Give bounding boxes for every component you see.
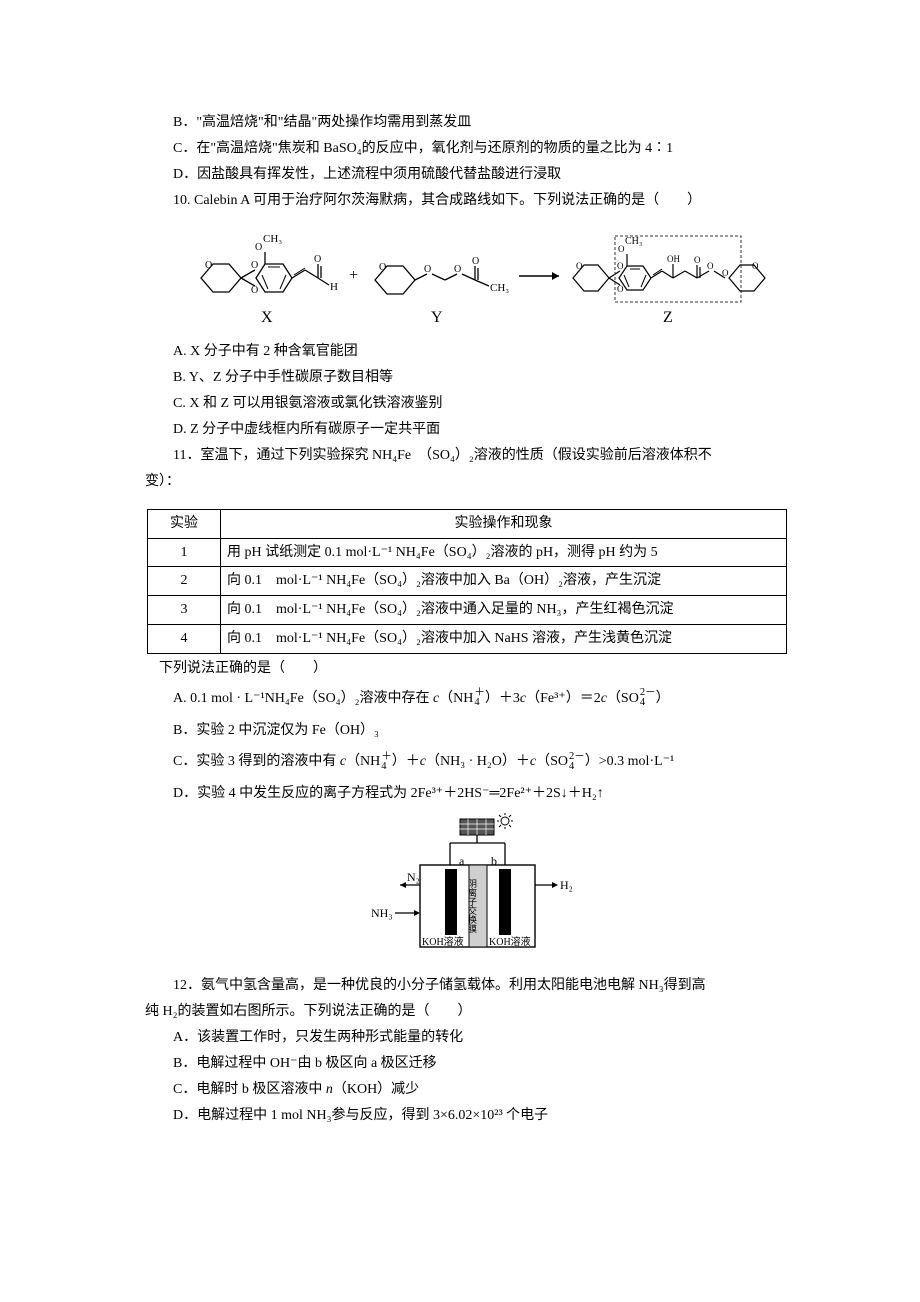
q11-stem-line1: 11．室温下，通过下列实验探究 NH₄Fe （SO₄）₂溶液的性质（假设实验前后… xyxy=(145,443,810,469)
table-cell: 向 0.1 mol·L⁻¹ NH₄Fe（SO₄）₂溶液中通入足量的 NH₃，产生… xyxy=(221,596,787,625)
svg-text:阴离子交换膜: 阴离子交换膜 xyxy=(467,879,477,934)
svg-text:b: b xyxy=(491,854,497,868)
q12-figure: 阴离子交换膜 a b N₂ NH₃ H₂ xyxy=(145,813,810,973)
svg-text:O: O xyxy=(314,254,321,265)
reaction-svg: O O O O CH₃ xyxy=(183,220,773,328)
table-cell: 3 xyxy=(148,596,221,625)
svg-text:NH₃: NH₃ xyxy=(371,906,393,920)
text: （KOH）减少 xyxy=(333,1082,419,1097)
q11-experiment-table: 实验 实验操作和现象 1 用 pH 试纸测定 0.1 mol·L⁻¹ NH₄Fe… xyxy=(147,509,787,654)
svg-text:O: O xyxy=(424,264,431,275)
text: ）>0.3 mol·L⁻¹ xyxy=(585,754,674,769)
q12-option-c: C．电解时 b 极区溶液中 n（KOH）减少 xyxy=(145,1077,810,1103)
table-row: 4 向 0.1 mol·L⁻¹ NH₄Fe（SO₄）₂溶液中加入 NaHS 溶液… xyxy=(148,624,787,653)
svg-text:O: O xyxy=(472,256,479,267)
text: （Fe³⁺）＝2 xyxy=(526,691,601,706)
electrolysis-svg: 阴离子交换膜 a b N₂ NH₃ H₂ xyxy=(365,813,590,963)
q12-stem-line2: 纯 H₂的装置如右图所示。下列说法正确的是（ ） xyxy=(145,999,810,1025)
svg-text:O: O xyxy=(722,268,729,278)
q11-stem-line2: 变）： xyxy=(145,469,810,495)
nh3-arrow-icon xyxy=(395,910,420,916)
table-cell: 1 xyxy=(148,538,221,567)
svg-text:H₂: H₂ xyxy=(560,878,573,892)
text: A. 0.1 mol · L⁻¹NH₄Fe（SO₄）₂溶液中存在 xyxy=(173,691,433,706)
table-row: 3 向 0.1 mol·L⁻¹ NH₄Fe（SO₄）₂溶液中通入足量的 NH₃，… xyxy=(148,596,787,625)
svg-text:CH₃: CH₃ xyxy=(263,233,282,245)
sun-icon xyxy=(497,813,513,829)
svg-text:O: O xyxy=(752,261,759,271)
q12-option-a: A．该装置工作时，只发生两种形式能量的转化 xyxy=(145,1025,810,1051)
q11-option-d: D．实验 4 中发生反应的离子方程式为 2Fe³⁺＋2HS⁻═2Fe²⁺＋2S↓… xyxy=(145,781,810,807)
svg-text:O: O xyxy=(255,242,262,253)
text: ）＋ xyxy=(392,754,420,769)
q10-stem: 10. Calebin A 可用于治疗阿尔茨海默病，其合成路线如下。下列说法正确… xyxy=(145,188,810,214)
reaction-arrow-icon xyxy=(519,272,559,280)
svg-text:CH₃: CH₃ xyxy=(625,236,642,247)
label-y: Y xyxy=(431,309,443,326)
text: ） xyxy=(656,691,670,706)
q11-option-b: B．实验 2 中沉淀仅为 Fe（OH）₃ xyxy=(145,718,810,744)
text: C．电解时 b 极区溶液中 xyxy=(173,1082,326,1097)
q9-option-d: D．因盐酸具有挥发性，上述流程中须用硫酸代替盐酸进行浸取 xyxy=(145,162,810,188)
table-header-operation: 实验操作和现象 xyxy=(221,509,787,538)
table-row: 2 向 0.1 mol·L⁻¹ NH₄Fe（SO₄）₂溶液中加入 Ba（OH）₂… xyxy=(148,567,787,596)
q10-option-c: C. X 和 Z 可以用银氨溶液或氯化铁溶液鉴别 xyxy=(145,391,810,417)
text: （NH₃ · H₂O）＋ xyxy=(426,754,530,769)
text: （SO xyxy=(607,691,639,706)
svg-text:O: O xyxy=(694,255,701,265)
q12-option-b: B．电解过程中 OH⁻由 b 极区向 a 极区迁移 xyxy=(145,1051,810,1077)
q9-option-c: C．在"高温焙烧"焦炭和 BaSO₄的反应中，氧化剂与还原剂的物质的量之比为 4… xyxy=(145,136,810,162)
q9-option-b: B．"高温焙烧"和"结晶"两处操作均需用到蒸发皿 xyxy=(145,110,810,136)
svg-text:O: O xyxy=(205,260,212,271)
table-cell: 2 xyxy=(148,567,221,596)
q10-option-a: A. X 分子中有 2 种含氧官能团 xyxy=(145,339,810,365)
text: （SO xyxy=(536,754,568,769)
svg-text:O: O xyxy=(251,260,258,271)
text: （NH xyxy=(346,754,380,769)
svg-text:a: a xyxy=(459,854,465,868)
text: C．实验 3 得到的溶液中有 xyxy=(173,754,340,769)
svg-text:H: H xyxy=(330,281,338,293)
table-cell: 向 0.1 mol·L⁻¹ NH₄Fe（SO₄）₂溶液中加入 Ba（OH）₂溶液… xyxy=(221,567,787,596)
table-cell: 用 pH 试纸测定 0.1 mol·L⁻¹ NH₄Fe（SO₄）₂溶液的 pH，… xyxy=(221,538,787,567)
table-header-experiment: 实验 xyxy=(148,509,221,538)
svg-text:O: O xyxy=(617,284,624,294)
structure-y: O O O O CH₃ xyxy=(375,256,509,294)
svg-text:O: O xyxy=(576,261,583,271)
text: ）＋3 xyxy=(485,691,520,706)
svg-text:O: O xyxy=(618,244,625,254)
q10-reaction-figure: O O O O CH₃ xyxy=(145,220,810,338)
q12-stem-line1: 12．氨气中氢含量高，是一种优良的小分子储氢载体。利用太阳能电池电解 NH₃得到… xyxy=(145,973,810,999)
svg-text:O: O xyxy=(707,261,714,271)
q10-option-b: B. Y、Z 分子中手性碳原子数目相等 xyxy=(145,365,810,391)
label-x: X xyxy=(261,309,273,326)
label-z: Z xyxy=(663,309,673,326)
plus-sign: + xyxy=(349,267,358,284)
svg-text:O: O xyxy=(251,285,258,296)
svg-text:O: O xyxy=(454,264,461,275)
exam-page: B．"高温焙烧"和"结晶"两处操作均需用到蒸发皿 C．在"高温焙烧"焦炭和 Ba… xyxy=(0,0,920,1228)
svg-text:N₂: N₂ xyxy=(407,870,420,884)
solar-panel-icon xyxy=(365,819,494,843)
svg-text:KOH溶液: KOH溶液 xyxy=(489,935,531,948)
table-cell: 向 0.1 mol·L⁻¹ NH₄Fe（SO₄）₂溶液中加入 NaHS 溶液，产… xyxy=(221,624,787,653)
svg-text:CH₃: CH₃ xyxy=(490,282,509,294)
text: （NH xyxy=(439,691,473,706)
table-cell: 4 xyxy=(148,624,221,653)
q11-follow: 下列说法正确的是（ ） xyxy=(145,656,810,682)
svg-text:KOH溶液: KOH溶液 xyxy=(422,935,464,948)
svg-text:OH: OH xyxy=(667,254,680,264)
h2-arrow-icon xyxy=(535,882,558,888)
svg-text:O: O xyxy=(617,261,624,271)
q12-option-d: D．电解过程中 1 mol NH₃参与反应，得到 3×6.02×10²³ 个电子 xyxy=(145,1103,810,1129)
q10-option-d: D. Z 分子中虚线框内所有碳原子一定共平面 xyxy=(145,417,810,443)
structure-z: O O O O CH₃ xyxy=(573,236,765,302)
q11-option-c: C．实验 3 得到的溶液中有 c（NH＋4）＋c（NH₃ · H₂O）＋c（SO… xyxy=(145,749,810,775)
svg-text:O: O xyxy=(379,262,386,273)
q11-option-a: A. 0.1 mol · L⁻¹NH₄Fe（SO₄）₂溶液中存在 c（NH＋4）… xyxy=(145,686,810,712)
table-header-row: 实验 实验操作和现象 xyxy=(148,509,787,538)
structure-x: O O O O CH₃ xyxy=(201,233,338,296)
text: n xyxy=(326,1082,333,1097)
table-row: 1 用 pH 试纸测定 0.1 mol·L⁻¹ NH₄Fe（SO₄）₂溶液的 p… xyxy=(148,538,787,567)
